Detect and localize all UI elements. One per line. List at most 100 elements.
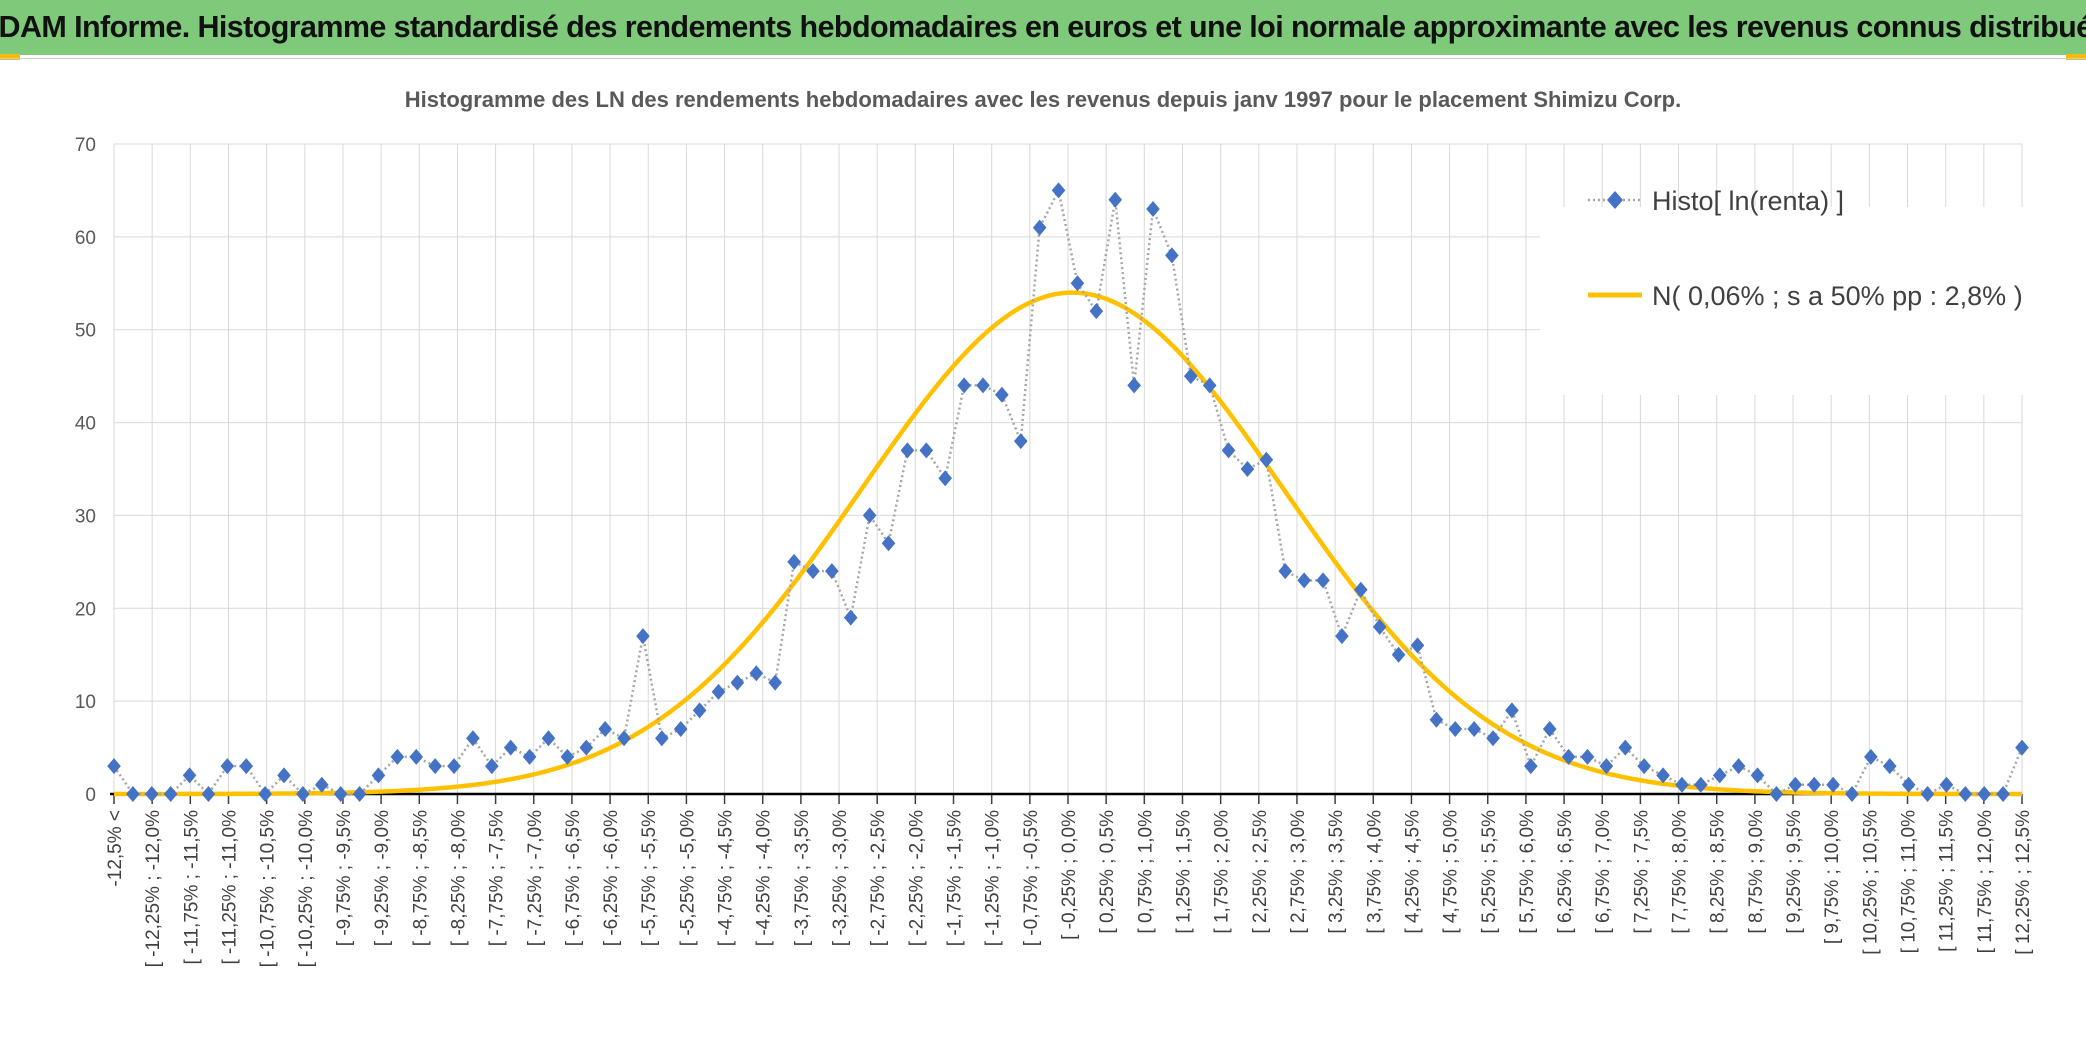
histogram-point (881, 535, 896, 552)
histogram-point (220, 758, 235, 775)
x-tick-label: [ -2,75% ; -2,5% (868, 810, 889, 946)
histogram-point (1750, 767, 1765, 784)
x-tick-label: [ 0,75% ; 1,0% (1135, 810, 1156, 934)
x-tick-label: [ 7,75% ; 8,0% (1670, 810, 1691, 934)
x-tick-label: [ 4,25% ; 4,5% (1402, 810, 1423, 934)
legend-normal-label: N( 0,06% ; s a 50% pp : 2,8% ) (1652, 281, 2023, 311)
histogram-point (1013, 433, 1028, 450)
histogram-point (1146, 201, 1160, 217)
histogram-point (390, 748, 405, 765)
x-tick-label: [ 7,25% ; 7,5% (1631, 810, 1652, 934)
histogram-point (636, 628, 650, 645)
histogram-point (1032, 219, 1047, 236)
x-tick-label: [ -10,25% ; -10,0% (296, 810, 317, 967)
histogram-chart: Histogramme des LN des rendements hebdom… (75, 87, 2080, 967)
y-tick-label: 70 (75, 135, 96, 156)
histogram-point (1316, 572, 1330, 589)
x-tick-label: -12,5% < (105, 810, 126, 887)
x-tick-label: [ 4,75% ; 5,0% (1441, 810, 1462, 934)
histogram-point (1864, 748, 1878, 765)
x-tick-label: [ 11,75% ; 12,0% (1975, 810, 1996, 953)
x-tick-label: [ 11,25% ; 11,5% (1937, 810, 1958, 952)
x-tick-label: [ 6,75% ; 7,0% (1593, 810, 1614, 934)
histogram-point (1882, 758, 1897, 775)
histogram-point (1977, 786, 1992, 802)
histogram-point (1410, 637, 1425, 654)
x-tick-label: [ -7,25% ; -7,0% (525, 810, 546, 946)
histogram-point (1486, 730, 1500, 747)
histogram-point (617, 730, 631, 747)
x-tick-label: [ 1,25% ; 1,5% (1173, 810, 1194, 934)
histogram-point (976, 377, 990, 394)
legend-background (1540, 207, 2080, 395)
x-tick-label: [ 10,75% ; 11,0% (1899, 810, 1920, 953)
histogram-point (2015, 739, 2029, 756)
x-tick-label: [ 3,25% ; 3,5% (1326, 810, 1347, 934)
histogram-point (1524, 758, 1538, 775)
histogram-point (749, 665, 764, 682)
x-tick-label: [ -6,75% ; -6,5% (563, 810, 584, 946)
x-tick-label: [ -3,75% ; -3,5% (792, 810, 813, 946)
x-tick-label: [ 12,25% ; 12,5% (2013, 810, 2034, 955)
x-tick-label: [ -12,25% ; -12,0% (143, 810, 164, 967)
banner-accent-right (2066, 54, 2086, 60)
x-tick-label: [ -9,25% ; -9,0% (372, 810, 393, 946)
histogram-point (1996, 786, 2010, 802)
histogram-point (1391, 646, 1406, 663)
banner-accent-left (0, 54, 20, 60)
x-tick-label: [ 6,25% ; 6,5% (1555, 810, 1576, 934)
histogram-point (1070, 275, 1085, 292)
histogram-point (352, 786, 367, 802)
histogram-point (1240, 461, 1255, 477)
histogram-point (843, 609, 858, 626)
histogram-point (1694, 776, 1708, 793)
histogram-point (144, 786, 159, 802)
histogram-point (919, 442, 934, 459)
histogram-point (1807, 776, 1821, 793)
histogram-point (315, 776, 329, 793)
x-tick-label: [ -3,25% ; -3,0% (830, 810, 851, 946)
y-tick-label: 40 (75, 414, 96, 435)
x-tick-label: [ -8,75% ; -8,5% (410, 810, 431, 946)
histogram-point (862, 507, 877, 524)
x-axis: -12,5% < [ -12,25% ; -12,0% [ -11,75% ; -1… (105, 792, 2034, 967)
y-tick-label: 30 (75, 506, 96, 527)
histogram-point (1429, 711, 1444, 728)
histogram-point (1183, 368, 1198, 385)
histogram-point (466, 730, 480, 747)
y-tick-label: 50 (75, 321, 96, 342)
x-tick-label: [ -9,75% ; -9,5% (334, 810, 355, 946)
histogram-point (126, 786, 140, 802)
histogram-point (768, 674, 782, 691)
legend: Histo[ ln(renta) ] N( 0,06% ; s a 50% pp… (1540, 186, 2080, 395)
y-axis: 0 10 20 30 40 50 60 70 (75, 135, 96, 806)
histogram-point (541, 730, 556, 747)
histogram-point (522, 748, 537, 765)
histogram-point (598, 721, 612, 737)
histogram-point (938, 470, 953, 487)
histogram-point (503, 739, 518, 756)
histogram-point (182, 767, 197, 784)
x-tick-label: [ 8,75% ; 9,0% (1746, 810, 1767, 934)
x-tick-label: [ -4,75% ; -4,5% (716, 810, 737, 946)
x-tick-label: [ 9,75% ; 10,0% (1822, 810, 1843, 944)
histogram-point (258, 786, 272, 802)
x-tick-label: [ -0,25% ; 0,0% (1059, 810, 1080, 940)
x-tick-label: [ -10,75% ; -10,5% (258, 810, 279, 967)
histogram-point (1354, 581, 1368, 598)
x-tick-label: [ -1,75% ; -1,5% (945, 810, 966, 946)
histogram-point (1202, 377, 1217, 394)
report-banner: ADAM Informe. Histogramme standardisé de… (0, 0, 2086, 58)
histogram-point (163, 786, 178, 802)
histogram-point (201, 786, 216, 802)
histogram-point (428, 758, 442, 775)
histogram-point (1221, 442, 1236, 459)
histogram-point (1939, 776, 1954, 793)
x-tick-label: [ 10,25% ; 10,5% (1860, 810, 1881, 955)
histogram-point (1901, 776, 1916, 793)
x-tick-label: [ -0,75% ; -0,5% (1021, 810, 1042, 946)
x-tick-label: [ 1,75% ; 2,0% (1212, 810, 1233, 934)
histogram-point (787, 553, 801, 570)
x-tick-label: [ 9,25% ; 9,5% (1784, 810, 1805, 934)
chart-area: Histogramme des LN des rendements hebdom… (0, 58, 2086, 1034)
